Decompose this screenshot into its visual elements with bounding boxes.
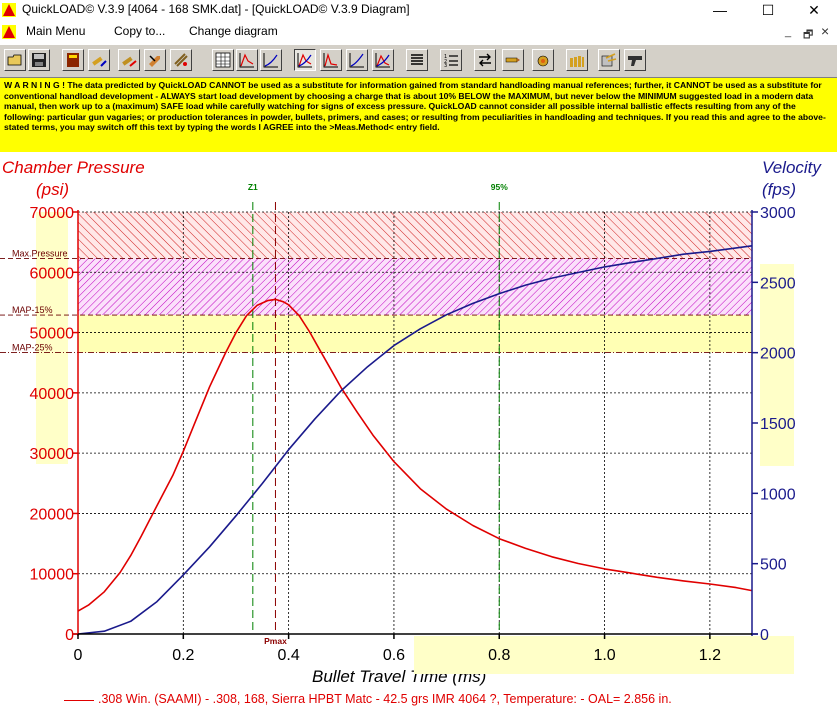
cartridge-edit-icon[interactable] bbox=[88, 49, 110, 71]
burn-chart-icon[interactable] bbox=[372, 49, 394, 71]
highlight-layer bbox=[36, 212, 794, 674]
book-icon[interactable] bbox=[62, 49, 84, 71]
menu-change-diagram[interactable]: Change diagram bbox=[189, 24, 278, 38]
left-tick-label-4: 40000 bbox=[30, 386, 75, 403]
energy-chart-icon[interactable] bbox=[320, 49, 342, 71]
right-axis-title: Velocity bbox=[762, 158, 821, 177]
left-tick-label-7: 70000 bbox=[30, 205, 75, 222]
pressure-zones bbox=[0, 212, 752, 353]
marker-label-0: Z1 bbox=[248, 182, 258, 192]
right-tick-label-4: 2000 bbox=[760, 346, 796, 363]
x-tick-label-0: 0 bbox=[74, 647, 83, 664]
primer-icon[interactable] bbox=[532, 49, 554, 71]
legend-line-swatch bbox=[64, 700, 94, 701]
right-tick-label-1: 500 bbox=[760, 557, 787, 574]
left-tick-label-2: 20000 bbox=[30, 506, 75, 523]
left-axis-highlight bbox=[36, 212, 68, 464]
left-tick-label-0: 0 bbox=[65, 627, 74, 644]
left-tick-label-3: 30000 bbox=[30, 446, 75, 463]
gun-edit-icon[interactable] bbox=[170, 49, 192, 71]
svg-text:3: 3 bbox=[444, 63, 447, 68]
axes bbox=[72, 210, 758, 639]
left-axis-title: Chamber Pressure bbox=[2, 158, 145, 177]
zone-max-to-map15-hatch bbox=[78, 258, 752, 316]
series bbox=[77, 245, 753, 635]
series-line-0 bbox=[77, 298, 753, 612]
pressure-level-label-1: MAP-15% bbox=[12, 305, 53, 315]
x-tick-label-5: 1.0 bbox=[593, 647, 615, 664]
load-transfer-icon[interactable] bbox=[474, 49, 496, 71]
series-line-1 bbox=[77, 245, 753, 635]
left-axis-unit: (psi) bbox=[36, 180, 70, 199]
left-tick-label-5: 50000 bbox=[30, 326, 75, 343]
right-tick-label-0: 0 bbox=[760, 627, 769, 644]
right-tick-label-2: 1000 bbox=[760, 486, 796, 503]
x-tick-label-1: 0.2 bbox=[172, 647, 194, 664]
bullets-icon[interactable] bbox=[566, 49, 588, 71]
right-axis-unit: (fps) bbox=[762, 180, 796, 199]
x-tick-label-6: 1.2 bbox=[699, 647, 721, 664]
mdi-close-button[interactable]: × bbox=[821, 23, 830, 39]
pressure-time-chart-icon[interactable] bbox=[294, 49, 316, 71]
marker-label-1: 95% bbox=[491, 182, 508, 192]
window-title: QuickLOAD© V.3.9 [4064 - 168 SMK.dat] - … bbox=[22, 2, 410, 16]
table-icon[interactable] bbox=[212, 49, 234, 71]
pressure-level-label-2: MAP-25% bbox=[12, 342, 53, 352]
labels: Max.Pressure MAP-15% MAP-25% Z1 95% Pmax 0 1000… bbox=[12, 182, 796, 664]
pistol-icon[interactable] bbox=[624, 49, 646, 71]
svg-text:1: 1 bbox=[444, 54, 447, 60]
pressure-chart-icon[interactable] bbox=[236, 49, 258, 71]
quickload-app-icon bbox=[2, 3, 16, 17]
right-tick-label-5: 2500 bbox=[760, 275, 796, 292]
x-tick-label-3: 0.6 bbox=[383, 647, 405, 664]
svg-text:2: 2 bbox=[444, 59, 447, 65]
bullet-edit-icon[interactable] bbox=[144, 49, 166, 71]
marker-label-2: Pmax bbox=[264, 636, 287, 646]
mdi-minimize-button[interactable]: _ bbox=[785, 26, 792, 38]
x-tick-label-4: 0.8 bbox=[488, 647, 510, 664]
right-tick-label-6: 3000 bbox=[760, 205, 796, 222]
mdi-restore-button[interactable]: 🗗 bbox=[803, 29, 814, 41]
open-folder-icon[interactable] bbox=[4, 49, 26, 71]
powder-edit-icon[interactable] bbox=[118, 49, 140, 71]
document-icon bbox=[2, 25, 16, 39]
close-button[interactable]: ✕ bbox=[808, 2, 820, 18]
save-disk-icon[interactable] bbox=[28, 49, 50, 71]
x-axis-highlight bbox=[414, 636, 794, 674]
legend-text: .308 Win. (SAAMI) - .308, 168, Sierra HP… bbox=[98, 692, 672, 706]
menu-bar: Main Menu Copy to... Change diagram _ 🗗 … bbox=[0, 20, 837, 44]
efficiency-chart-icon[interactable] bbox=[346, 49, 368, 71]
menu-main-menu[interactable]: Main Menu bbox=[26, 24, 86, 38]
x-tick-label-2: 0.4 bbox=[278, 647, 300, 664]
pressure-level-label-0: Max.Pressure bbox=[12, 248, 68, 258]
menu-copy-to[interactable]: Copy to... bbox=[114, 24, 166, 38]
zone-map15-to-map25 bbox=[78, 315, 752, 353]
right-axis-highlight bbox=[760, 264, 794, 466]
left-tick-label-6: 60000 bbox=[30, 265, 75, 282]
right-tick-label-3: 1500 bbox=[760, 416, 796, 433]
velocity-chart-icon[interactable] bbox=[260, 49, 282, 71]
zone-over-max-hatch bbox=[78, 212, 752, 259]
pressure-velocity-chart: Max.Pressure MAP-15% MAP-25% Z1 95% Pmax 0 1000… bbox=[0, 182, 796, 674]
title-bar: QuickLOAD© V.3.9 [4064 - 168 SMK.dat] - … bbox=[0, 0, 837, 20]
maximize-button[interactable]: ☐ bbox=[761, 2, 775, 18]
warning-banner: W A R N I N G ! The data predicted by Qu… bbox=[0, 78, 837, 152]
settings-icon[interactable] bbox=[598, 49, 620, 71]
list-icon[interactable] bbox=[406, 49, 428, 71]
cartridge-set-icon[interactable] bbox=[502, 49, 524, 71]
minimize-button[interactable]: — bbox=[713, 2, 727, 18]
left-tick-label-1: 10000 bbox=[30, 567, 75, 584]
